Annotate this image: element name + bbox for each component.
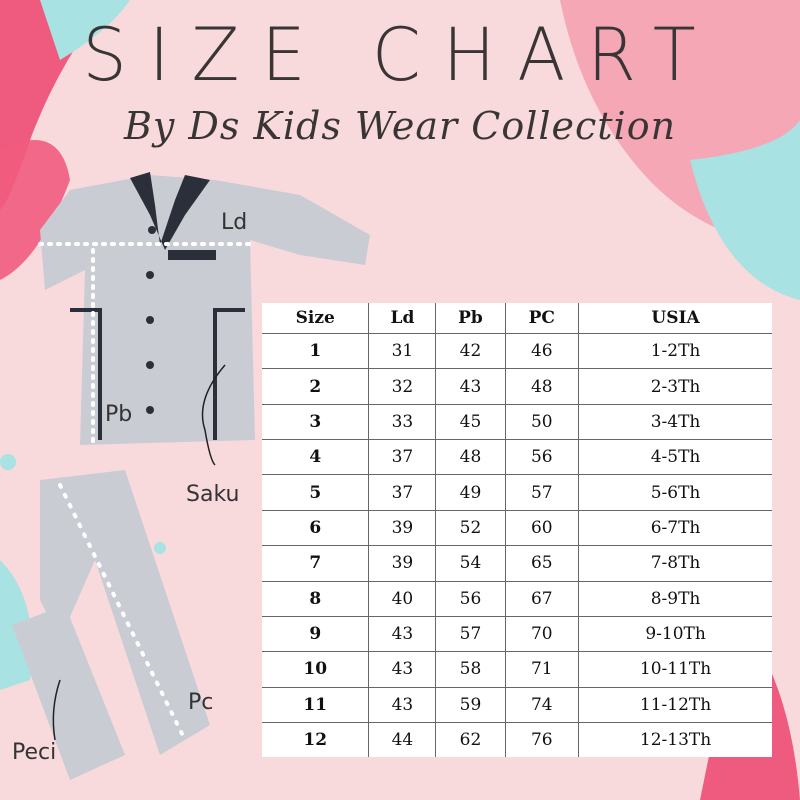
table-cell: 40 bbox=[368, 580, 437, 617]
table-cell: 54 bbox=[435, 545, 506, 582]
table-cell: 43 bbox=[368, 686, 437, 723]
table-cell: 52 bbox=[435, 509, 506, 547]
table-row: 2 32 43 48 2-3Th bbox=[262, 368, 772, 405]
teal-dot bbox=[154, 542, 166, 554]
table-cell: 43 bbox=[435, 368, 506, 405]
table-cell: 7 bbox=[262, 545, 370, 582]
peci-illustration bbox=[12, 605, 125, 780]
table-row: 1 31 42 46 1-2Th bbox=[262, 332, 772, 370]
table-cell: 49 bbox=[435, 474, 506, 511]
table-cell: 37 bbox=[368, 439, 437, 476]
table-cell: 56 bbox=[435, 580, 506, 617]
table-row: 9 43 57 70 9-10Th bbox=[262, 615, 772, 653]
teal-leaf-right bbox=[690, 120, 800, 300]
table-cell: 39 bbox=[368, 545, 437, 582]
table-cell: 74 bbox=[504, 686, 580, 723]
size-table: Size Ld Pb PC USIA 1 31 42 46 1-2Th 2 32 43 48 2-… bbox=[262, 303, 772, 757]
table-cell: 12 bbox=[262, 721, 370, 757]
table-cell: 44 bbox=[368, 721, 437, 757]
table-cell: 6-7Th bbox=[578, 509, 772, 547]
brand-subtitle: By Ds Kids Wear Collection bbox=[123, 104, 677, 148]
table-row: 12 44 62 76 12-13Th bbox=[262, 721, 772, 757]
table-cell: 11-12Th bbox=[578, 686, 772, 723]
table-cell: 1-2Th bbox=[578, 332, 772, 370]
table-cell: 43 bbox=[368, 615, 437, 653]
table-cell: 37 bbox=[368, 474, 437, 511]
column-header: Size bbox=[262, 303, 370, 334]
label-saku: Saku bbox=[186, 482, 240, 507]
column-header: USIA bbox=[578, 303, 772, 334]
column-header: Pb bbox=[435, 303, 506, 334]
table-cell: 10-11Th bbox=[578, 651, 772, 688]
table-cell: 71 bbox=[504, 651, 580, 688]
table-row: 6 39 52 60 6-7Th bbox=[262, 509, 772, 547]
table-cell: 58 bbox=[435, 651, 506, 688]
label-peci: Peci bbox=[12, 740, 57, 765]
pink-leaf-left bbox=[0, 140, 70, 280]
shirt-illustration bbox=[38, 172, 370, 466]
teal-dot bbox=[0, 454, 16, 470]
table-cell: 3-4Th bbox=[578, 403, 772, 441]
table-cell: 48 bbox=[435, 439, 506, 476]
table-row: 4 37 48 56 4-5Th bbox=[262, 439, 772, 476]
table-cell: 33 bbox=[368, 403, 437, 441]
table-cell: 46 bbox=[504, 332, 580, 370]
page-title: SIZE CHART bbox=[82, 11, 718, 99]
table-cell: 7-8Th bbox=[578, 545, 772, 582]
table-cell: 9 bbox=[262, 615, 370, 653]
table-cell: 32 bbox=[368, 368, 437, 405]
table-cell: 5-6Th bbox=[578, 474, 772, 511]
table-cell: 9-10Th bbox=[578, 615, 772, 653]
teal-leaf-top-left bbox=[40, 0, 130, 60]
table-header-row: Size Ld Pb PC USIA bbox=[262, 303, 772, 334]
table-cell: 12-13Th bbox=[578, 721, 772, 757]
column-header: Ld bbox=[368, 303, 437, 334]
label-ld: Ld bbox=[221, 210, 248, 235]
table-cell: 60 bbox=[504, 509, 580, 547]
table-cell: 65 bbox=[504, 545, 580, 582]
table-cell: 76 bbox=[504, 721, 580, 757]
table-cell: 11 bbox=[262, 686, 370, 723]
table-cell: 1 bbox=[262, 332, 370, 370]
table-row: 3 33 45 50 3-4Th bbox=[262, 403, 772, 441]
table-cell: 48 bbox=[504, 368, 580, 405]
table-cell: 2 bbox=[262, 368, 370, 405]
table-row: 11 43 59 74 11-12Th bbox=[262, 686, 772, 723]
table-cell: 8-9Th bbox=[578, 580, 772, 617]
table-cell: 2-3Th bbox=[578, 368, 772, 405]
table-cell: 67 bbox=[504, 580, 580, 617]
table-cell: 3 bbox=[262, 403, 370, 441]
column-header: PC bbox=[504, 303, 580, 334]
table-cell: 57 bbox=[435, 615, 506, 653]
table-cell: 62 bbox=[435, 721, 506, 757]
pink-leaf-top-left bbox=[0, 0, 110, 210]
table-cell: 50 bbox=[504, 403, 580, 441]
table-cell: 5 bbox=[262, 474, 370, 511]
table-cell: 39 bbox=[368, 509, 437, 547]
table-cell: 70 bbox=[504, 615, 580, 653]
label-pc: Pc bbox=[188, 690, 214, 715]
table-row: 5 37 49 57 5-6Th bbox=[262, 474, 772, 511]
table-cell: 59 bbox=[435, 686, 506, 723]
table-cell: 10 bbox=[262, 651, 370, 688]
table-cell: 45 bbox=[435, 403, 506, 441]
table-cell: 56 bbox=[504, 439, 580, 476]
label-pb: Pb bbox=[105, 402, 133, 427]
table-row: 8 40 56 67 8-9Th bbox=[262, 580, 772, 617]
table-cell: 42 bbox=[435, 332, 506, 370]
table-cell: 31 bbox=[368, 332, 437, 370]
pants-illustration bbox=[40, 470, 210, 755]
table-cell: 4 bbox=[262, 439, 370, 476]
table-row: 7 39 54 65 7-8Th bbox=[262, 545, 772, 582]
table-cell: 8 bbox=[262, 580, 370, 617]
table-cell: 43 bbox=[368, 651, 437, 688]
table-row: 10 43 58 71 10-11Th bbox=[262, 651, 772, 688]
table-cell: 4-5Th bbox=[578, 439, 772, 476]
table-cell: 6 bbox=[262, 509, 370, 547]
table-cell: 57 bbox=[504, 474, 580, 511]
